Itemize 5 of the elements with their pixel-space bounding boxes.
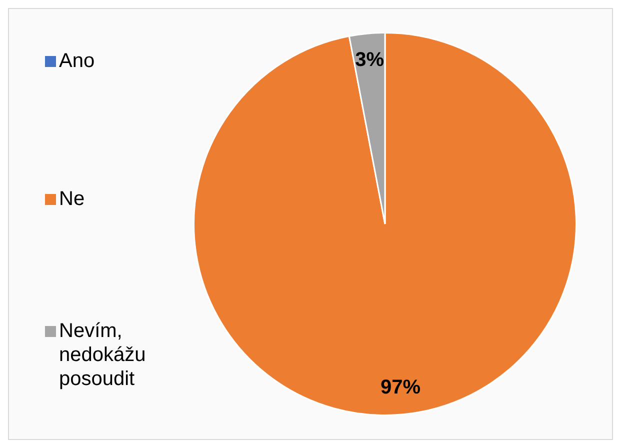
data-label: 3% — [355, 48, 384, 71]
legend-label: Nevím, nedokážu posoudit — [59, 319, 147, 391]
legend-label: Ano — [59, 49, 96, 73]
data-label: 97% — [380, 376, 421, 398]
legend-label: Ne — [59, 187, 86, 211]
